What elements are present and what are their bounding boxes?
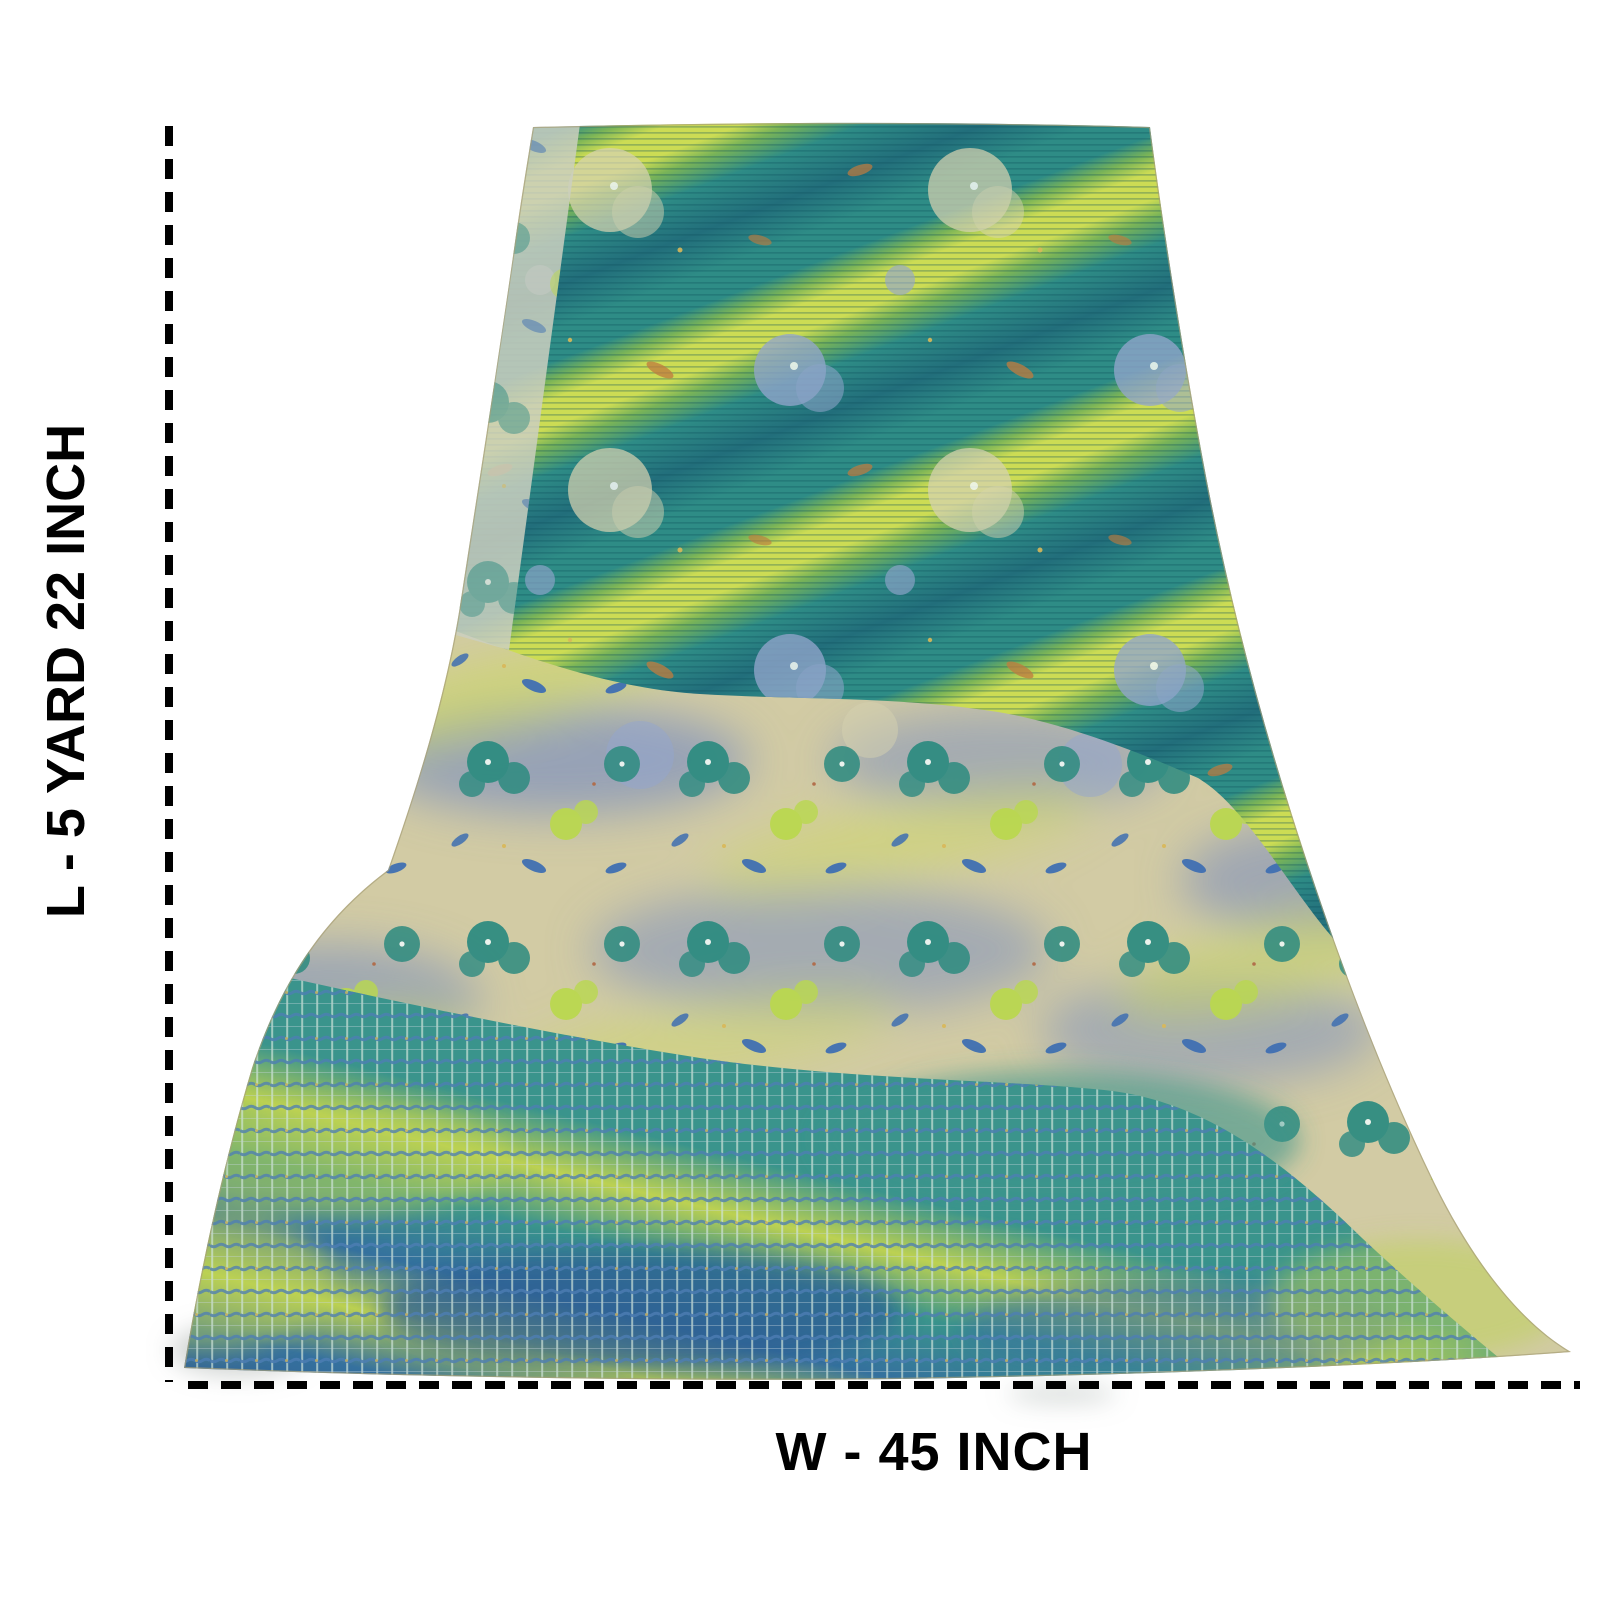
width-dimension-line: [188, 1381, 1580, 1389]
width-label: W - 45 INCH: [775, 1422, 1093, 1482]
length-dimension-line: [165, 126, 173, 1382]
check-zone: [184, 936, 1570, 1380]
length-label: L - 5 YARD 22 INCH: [36, 423, 96, 919]
